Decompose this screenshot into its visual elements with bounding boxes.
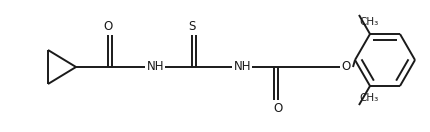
- Text: NH: NH: [147, 60, 165, 74]
- Text: NH: NH: [234, 60, 252, 74]
- Text: O: O: [103, 20, 113, 34]
- Text: O: O: [341, 60, 350, 74]
- Text: O: O: [273, 102, 283, 114]
- Text: S: S: [188, 20, 196, 34]
- Text: CH₃: CH₃: [359, 93, 378, 103]
- Text: CH₃: CH₃: [359, 17, 378, 27]
